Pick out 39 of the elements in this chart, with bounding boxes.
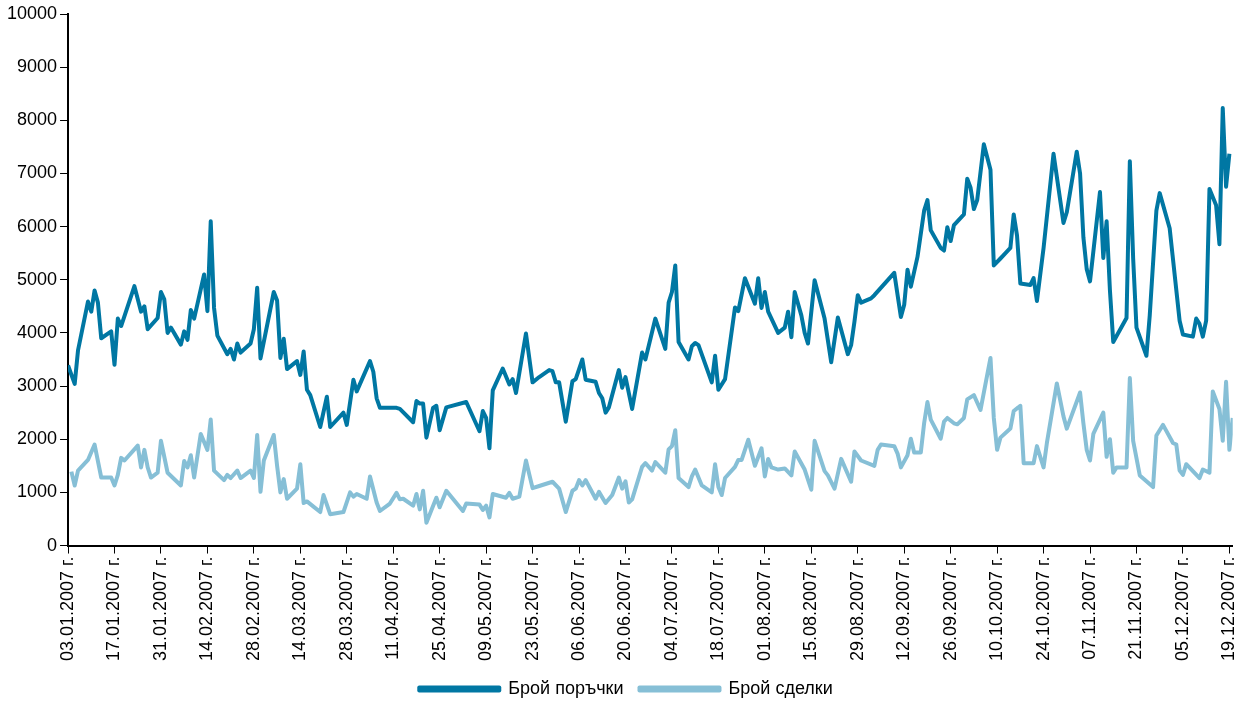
x-tick-label: 20.06.2007 г. <box>614 556 635 662</box>
x-tick-label: 26.09.2007 г. <box>939 556 960 662</box>
x-tick-label: 24.10.2007 г. <box>1032 556 1053 662</box>
y-tick-label: 7000 <box>17 162 58 183</box>
legend-label: Брой сделки <box>728 677 833 698</box>
x-tick-label: 18.07.2007 г. <box>707 556 728 662</box>
x-tick-label: 07.11.2007 г. <box>1078 556 1099 660</box>
y-tick-label: 9000 <box>17 56 58 77</box>
y-tick-label: 0 <box>47 534 58 555</box>
x-tick-label: 10.10.2007 г. <box>986 556 1007 662</box>
x-tick-label: 14.02.2007 г. <box>196 556 217 662</box>
x-tick-label: 03.01.2007 г. <box>57 556 78 662</box>
legend-label: Брой поръчки <box>508 677 624 698</box>
x-tick-label: 25.04.2007 г. <box>428 556 449 662</box>
x-tick-label: 14.03.2007 г. <box>289 556 310 662</box>
y-tick-label: 1000 <box>17 481 58 502</box>
x-tick-label: 23.05.2007 г. <box>521 556 542 662</box>
x-tick-label: 28.03.2007 г. <box>335 556 356 662</box>
x-tick-label: 04.07.2007 г. <box>660 556 681 662</box>
x-tick-label: 05.12.2007 г. <box>1171 556 1192 662</box>
y-tick-label: 10000 <box>6 2 58 23</box>
x-tick-label: 09.05.2007 г. <box>475 556 496 662</box>
y-tick-label: 4000 <box>17 321 58 342</box>
y-tick-label: 6000 <box>17 215 58 236</box>
y-tick-label: 3000 <box>17 375 58 396</box>
x-tick-label: 29.08.2007 г. <box>846 556 867 662</box>
x-tick-label: 19.12.2007 г. <box>1218 556 1239 662</box>
x-tick-label: 17.01.2007 г. <box>103 556 124 662</box>
x-tick-label: 06.06.2007 г. <box>568 556 589 662</box>
x-tick-label: 31.01.2007 г. <box>149 556 170 662</box>
x-tick-label: 11.04.2007 г. <box>382 556 403 660</box>
x-tick-label: 28.02.2007 г. <box>242 556 263 662</box>
y-tick-label: 5000 <box>17 268 58 289</box>
x-tick-label: 01.08.2007 г. <box>753 556 774 662</box>
y-tick-label: 8000 <box>17 109 58 130</box>
y-tick-label: 2000 <box>17 428 58 449</box>
x-tick-label: 21.11.2007 г. <box>1125 556 1146 660</box>
x-tick-label: 15.08.2007 г. <box>800 556 821 662</box>
x-tick-label: 12.09.2007 г. <box>893 556 914 662</box>
